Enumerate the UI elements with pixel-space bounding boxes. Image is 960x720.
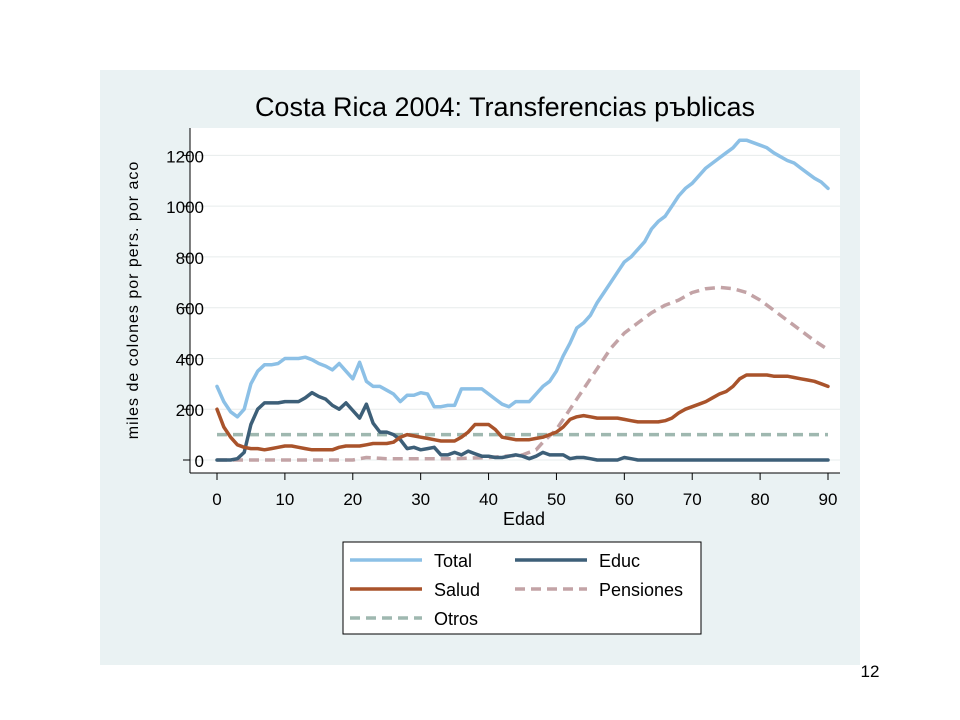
y-axis-label: miles de colones por pers. por aco xyxy=(125,161,142,440)
y-tick-label: 0 xyxy=(195,452,204,471)
series-line-educ xyxy=(215,390,830,462)
y-tick-label: 1000 xyxy=(166,198,204,217)
legend-label-salud: Salud xyxy=(434,580,480,600)
y-tick-label: 1200 xyxy=(166,147,204,166)
chart-panel: Costa Rica 2004: Transferencias pъblicas… xyxy=(100,70,860,665)
x-tick-label: 30 xyxy=(411,490,430,509)
x-tick-label: 40 xyxy=(479,490,498,509)
legend-label-educ: Educ xyxy=(599,551,640,571)
x-tick-label: 50 xyxy=(547,490,566,509)
legend-label-otros: Otros xyxy=(434,609,478,629)
x-tick-label: 0 xyxy=(212,490,221,509)
legend: Total Educ Salud Pensiones Otros xyxy=(342,541,702,635)
plot-background xyxy=(190,128,840,473)
x-tick-label: 20 xyxy=(343,490,362,509)
grid-lines xyxy=(190,128,840,473)
series-line-total xyxy=(215,138,830,419)
series-line-salud xyxy=(215,373,830,452)
series-lines xyxy=(215,138,830,462)
x-tick-label: 60 xyxy=(615,490,634,509)
legend-label-pensiones: Pensiones xyxy=(599,580,683,600)
chart-title: Costa Rica 2004: Transferencias pъblicas xyxy=(255,92,755,122)
page-number: 12 xyxy=(860,662,880,681)
line-chart: Costa Rica 2004: Transferencias pъblicas… xyxy=(125,92,840,635)
x-axis-label: Edad xyxy=(503,509,545,529)
legend-label-total: Total xyxy=(434,551,472,571)
x-tick-label: 90 xyxy=(819,490,838,509)
x-tick-label: 70 xyxy=(683,490,702,509)
series-line-pensiones xyxy=(217,285,829,462)
x-tick-label: 10 xyxy=(275,490,294,509)
x-tick-label: 80 xyxy=(751,490,770,509)
